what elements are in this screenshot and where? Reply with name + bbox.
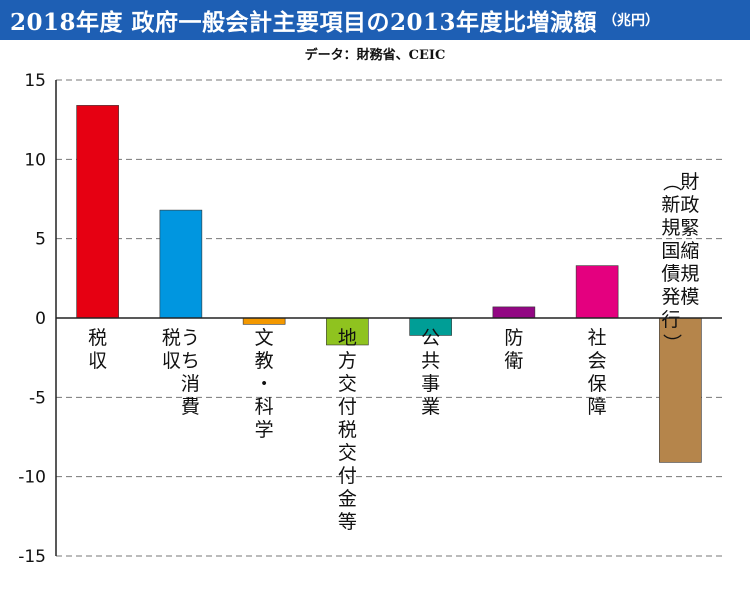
x-category-label: 地方交付税交付金等地方交付税交付金等 — [338, 327, 357, 533]
svg-text:縮: 縮 — [680, 240, 699, 262]
bar — [159, 209, 203, 319]
bar — [492, 306, 536, 319]
bar — [242, 317, 286, 325]
svg-text:費: 費 — [181, 396, 200, 418]
y-tick-label: 5 — [35, 230, 46, 250]
svg-text:共: 共 — [421, 350, 440, 372]
svg-text:ち: ち — [181, 350, 200, 372]
bar — [76, 105, 119, 319]
svg-text:金: 金 — [338, 488, 357, 510]
chart-title-bar: 2018年度 政府一般会計主要項目の2013年度比増減額 （兆円） — [0, 0, 750, 40]
svg-text:公: 公 — [421, 327, 440, 349]
svg-text:税: 税 — [162, 327, 181, 349]
chart-unit: （兆円） — [603, 13, 660, 29]
svg-text:う: う — [181, 327, 200, 349]
svg-text:地: 地 — [338, 327, 357, 349]
svg-text:消: 消 — [181, 373, 200, 395]
svg-text:事: 事 — [421, 373, 440, 395]
svg-text:・: ・ — [255, 373, 274, 395]
svg-text:収: 収 — [88, 350, 107, 372]
y-tick-label: 15 — [24, 71, 46, 91]
bar — [575, 265, 619, 319]
x-category-label: うち消費税収うち消費税収 — [162, 327, 200, 418]
y-tick-label: -5 — [29, 388, 46, 408]
svg-text:交: 交 — [338, 442, 357, 464]
y-tick-label: 10 — [24, 150, 46, 170]
svg-text:行: 行 — [661, 309, 680, 331]
svg-text:衛: 衛 — [504, 350, 523, 372]
svg-text:方: 方 — [338, 350, 357, 372]
svg-text:債: 債 — [661, 263, 680, 285]
svg-text:政: 政 — [680, 194, 699, 216]
svg-text:科: 科 — [255, 396, 274, 418]
svg-text:収: 収 — [162, 350, 181, 372]
svg-text:（: （ — [660, 172, 682, 191]
x-category-label: 税収税収 — [88, 327, 107, 372]
svg-text:付: 付 — [338, 465, 357, 487]
x-category-label: 社会保障社会保障 — [588, 327, 607, 418]
chart-title: 2018年度 政府一般会計主要項目の2013年度比増減額 — [10, 9, 598, 36]
bar — [659, 317, 702, 463]
svg-text:障: 障 — [588, 396, 607, 418]
svg-text:防: 防 — [504, 327, 523, 349]
svg-text:発: 発 — [661, 286, 680, 308]
svg-text:付: 付 — [338, 396, 357, 418]
svg-text:規: 規 — [680, 263, 699, 285]
svg-text:社: 社 — [588, 327, 607, 349]
svg-text:交: 交 — [338, 373, 357, 395]
svg-text:新: 新 — [661, 194, 680, 216]
svg-text:学: 学 — [255, 419, 274, 441]
y-tick-label: -15 — [18, 547, 46, 567]
chart-source: データ：財務省、CEIC — [304, 48, 446, 63]
x-category-label: 防衛防衛 — [504, 327, 523, 372]
svg-text:模: 模 — [680, 286, 699, 308]
x-category-label: 文教・科学文教・科学 — [255, 327, 274, 441]
svg-text:）: ） — [660, 333, 682, 352]
svg-text:保: 保 — [588, 373, 607, 395]
svg-text:税: 税 — [88, 327, 107, 349]
svg-text:財: 財 — [680, 171, 699, 193]
svg-text:教: 教 — [255, 350, 274, 372]
y-tick-label: -10 — [18, 468, 46, 488]
svg-text:国: 国 — [661, 240, 680, 262]
x-category-label: 公共事業公共事業 — [421, 327, 440, 418]
svg-text:会: 会 — [588, 350, 607, 372]
svg-text:等: 等 — [338, 511, 357, 533]
svg-text:文: 文 — [255, 327, 274, 349]
svg-text:業: 業 — [421, 396, 440, 418]
svg-text:税: 税 — [338, 419, 357, 441]
y-tick-label: 0 — [35, 309, 46, 329]
svg-text:緊: 緊 — [680, 217, 699, 239]
svg-text:規: 規 — [661, 217, 680, 239]
